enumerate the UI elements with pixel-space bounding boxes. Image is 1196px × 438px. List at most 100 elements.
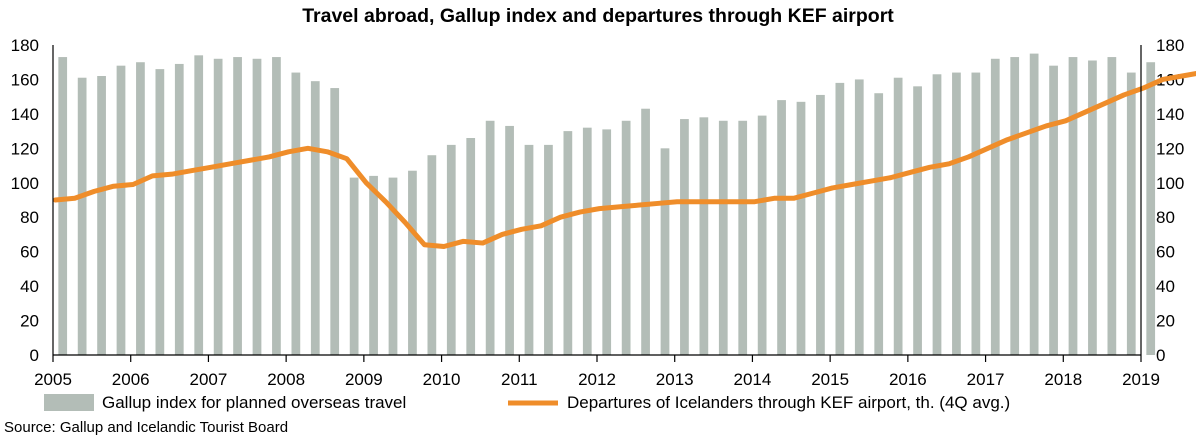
right-tick-label-5: 100 bbox=[1156, 174, 1184, 193]
right-tick-label-0: 0 bbox=[1156, 346, 1165, 365]
gallup-bars bbox=[58, 53, 1156, 356]
x-tick-label-7: 2012 bbox=[578, 370, 616, 389]
bar-35 bbox=[738, 120, 748, 355]
x-tick-label-14: 2019 bbox=[1122, 370, 1160, 389]
bar-26 bbox=[563, 131, 573, 355]
x-tick-label-11: 2016 bbox=[889, 370, 927, 389]
right-tick-label-6: 120 bbox=[1156, 139, 1184, 158]
bar-19 bbox=[427, 155, 437, 355]
right-tick-label-4: 80 bbox=[1156, 208, 1175, 227]
bar-53 bbox=[1088, 60, 1097, 355]
bar-18 bbox=[408, 170, 417, 355]
x-tick-label-9: 2014 bbox=[734, 370, 772, 389]
bar-47 bbox=[971, 72, 981, 355]
x-tick-label-3: 2008 bbox=[267, 370, 305, 389]
x-tick-label-4: 2009 bbox=[345, 370, 383, 389]
right-tick-label-1: 20 bbox=[1156, 312, 1175, 331]
x-tick-label-8: 2013 bbox=[656, 370, 694, 389]
bar-1 bbox=[77, 77, 87, 355]
bar-5 bbox=[155, 69, 165, 356]
bar-40 bbox=[835, 82, 845, 355]
bar-41 bbox=[854, 79, 864, 355]
bar-14 bbox=[330, 88, 340, 355]
bar-21 bbox=[466, 138, 476, 355]
bar-43 bbox=[893, 77, 903, 355]
x-tick-label-13: 2018 bbox=[1044, 370, 1082, 389]
bar-7 bbox=[194, 55, 204, 355]
bar-56 bbox=[1146, 62, 1156, 355]
left-tick-label-9: 180 bbox=[11, 36, 39, 55]
bar-46 bbox=[952, 72, 961, 355]
bar-20 bbox=[446, 144, 456, 355]
bar-12 bbox=[291, 72, 301, 355]
bar-42 bbox=[874, 93, 884, 355]
bar-37 bbox=[777, 100, 786, 355]
chart-title: Travel abroad, Gallup index and departur… bbox=[302, 5, 894, 27]
kef-departures-line bbox=[52, 71, 1196, 249]
bar-29 bbox=[621, 120, 631, 355]
bar-33 bbox=[699, 117, 709, 355]
bar-25 bbox=[544, 144, 553, 355]
x-tick-label-6: 2011 bbox=[501, 370, 538, 389]
bar-39 bbox=[816, 94, 825, 355]
x-tick-label-1: 2006 bbox=[112, 370, 150, 389]
bar-23 bbox=[505, 125, 514, 355]
bar-34 bbox=[718, 120, 728, 355]
right-tick-label-7: 140 bbox=[1156, 105, 1184, 124]
bar-0 bbox=[58, 57, 68, 356]
x-tick-label-0: 2005 bbox=[34, 370, 72, 389]
left-tick-label-0: 0 bbox=[30, 346, 39, 365]
bar-51 bbox=[1049, 65, 1058, 356]
bar-30 bbox=[641, 108, 650, 355]
bar-45 bbox=[932, 74, 942, 355]
chart-source: Source: Gallup and Icelandic Tourist Boa… bbox=[4, 419, 288, 436]
x-tick-label-2: 2007 bbox=[190, 370, 228, 389]
x-tick-label-5: 2010 bbox=[423, 370, 461, 389]
bar-48 bbox=[990, 58, 1000, 355]
bar-54 bbox=[1107, 57, 1117, 356]
bar-4 bbox=[136, 62, 145, 355]
legend-bar-label: Gallup index for planned overseas travel bbox=[102, 393, 406, 412]
bar-11 bbox=[272, 57, 281, 356]
bar-36 bbox=[757, 115, 767, 355]
right-tick-label-3: 60 bbox=[1156, 243, 1175, 262]
bar-52 bbox=[1068, 57, 1078, 356]
left-axis-tick-labels: 0 20 40 60 80 100 120 140 160 180 bbox=[11, 36, 39, 365]
right-tick-label-9: 180 bbox=[1156, 36, 1184, 55]
bar-28 bbox=[602, 129, 612, 355]
bar-55 bbox=[1126, 72, 1136, 355]
bar-3 bbox=[116, 65, 126, 356]
bar-15 bbox=[349, 177, 359, 355]
x-axis-ticks bbox=[52, 355, 1142, 362]
left-tick-label-6: 120 bbox=[11, 139, 39, 158]
bar-44 bbox=[913, 86, 922, 355]
bar-49 bbox=[1010, 57, 1020, 356]
left-tick-label-1: 20 bbox=[20, 312, 39, 331]
bar-10 bbox=[252, 58, 262, 355]
bar-31 bbox=[660, 148, 670, 355]
bar-2 bbox=[97, 76, 106, 355]
bar-38 bbox=[796, 101, 806, 355]
right-tick-label-2: 40 bbox=[1156, 277, 1175, 296]
bar-13 bbox=[310, 81, 320, 356]
x-axis-tick-labels: 2005 2006 2007 2008 2009 2010 2011 2012 2013 2014… bbox=[34, 370, 1160, 389]
x-tick-label-12: 2017 bbox=[967, 370, 1005, 389]
bar-50 bbox=[1029, 53, 1039, 356]
bar-32 bbox=[680, 119, 689, 355]
left-tick-label-7: 140 bbox=[11, 105, 39, 124]
left-tick-label-3: 60 bbox=[20, 243, 39, 262]
left-tick-label-5: 100 bbox=[11, 174, 39, 193]
x-tick-label-10: 2015 bbox=[811, 370, 849, 389]
bar-24 bbox=[524, 144, 534, 355]
bar-17 bbox=[388, 177, 398, 355]
bar-8 bbox=[213, 58, 223, 355]
bar-27 bbox=[582, 127, 592, 355]
legend-bar-swatch bbox=[44, 394, 94, 411]
bar-9 bbox=[233, 57, 242, 356]
bar-6 bbox=[174, 63, 184, 355]
bar-16 bbox=[369, 175, 378, 355]
left-tick-label-8: 160 bbox=[11, 70, 39, 89]
left-tick-label-4: 80 bbox=[20, 208, 39, 227]
